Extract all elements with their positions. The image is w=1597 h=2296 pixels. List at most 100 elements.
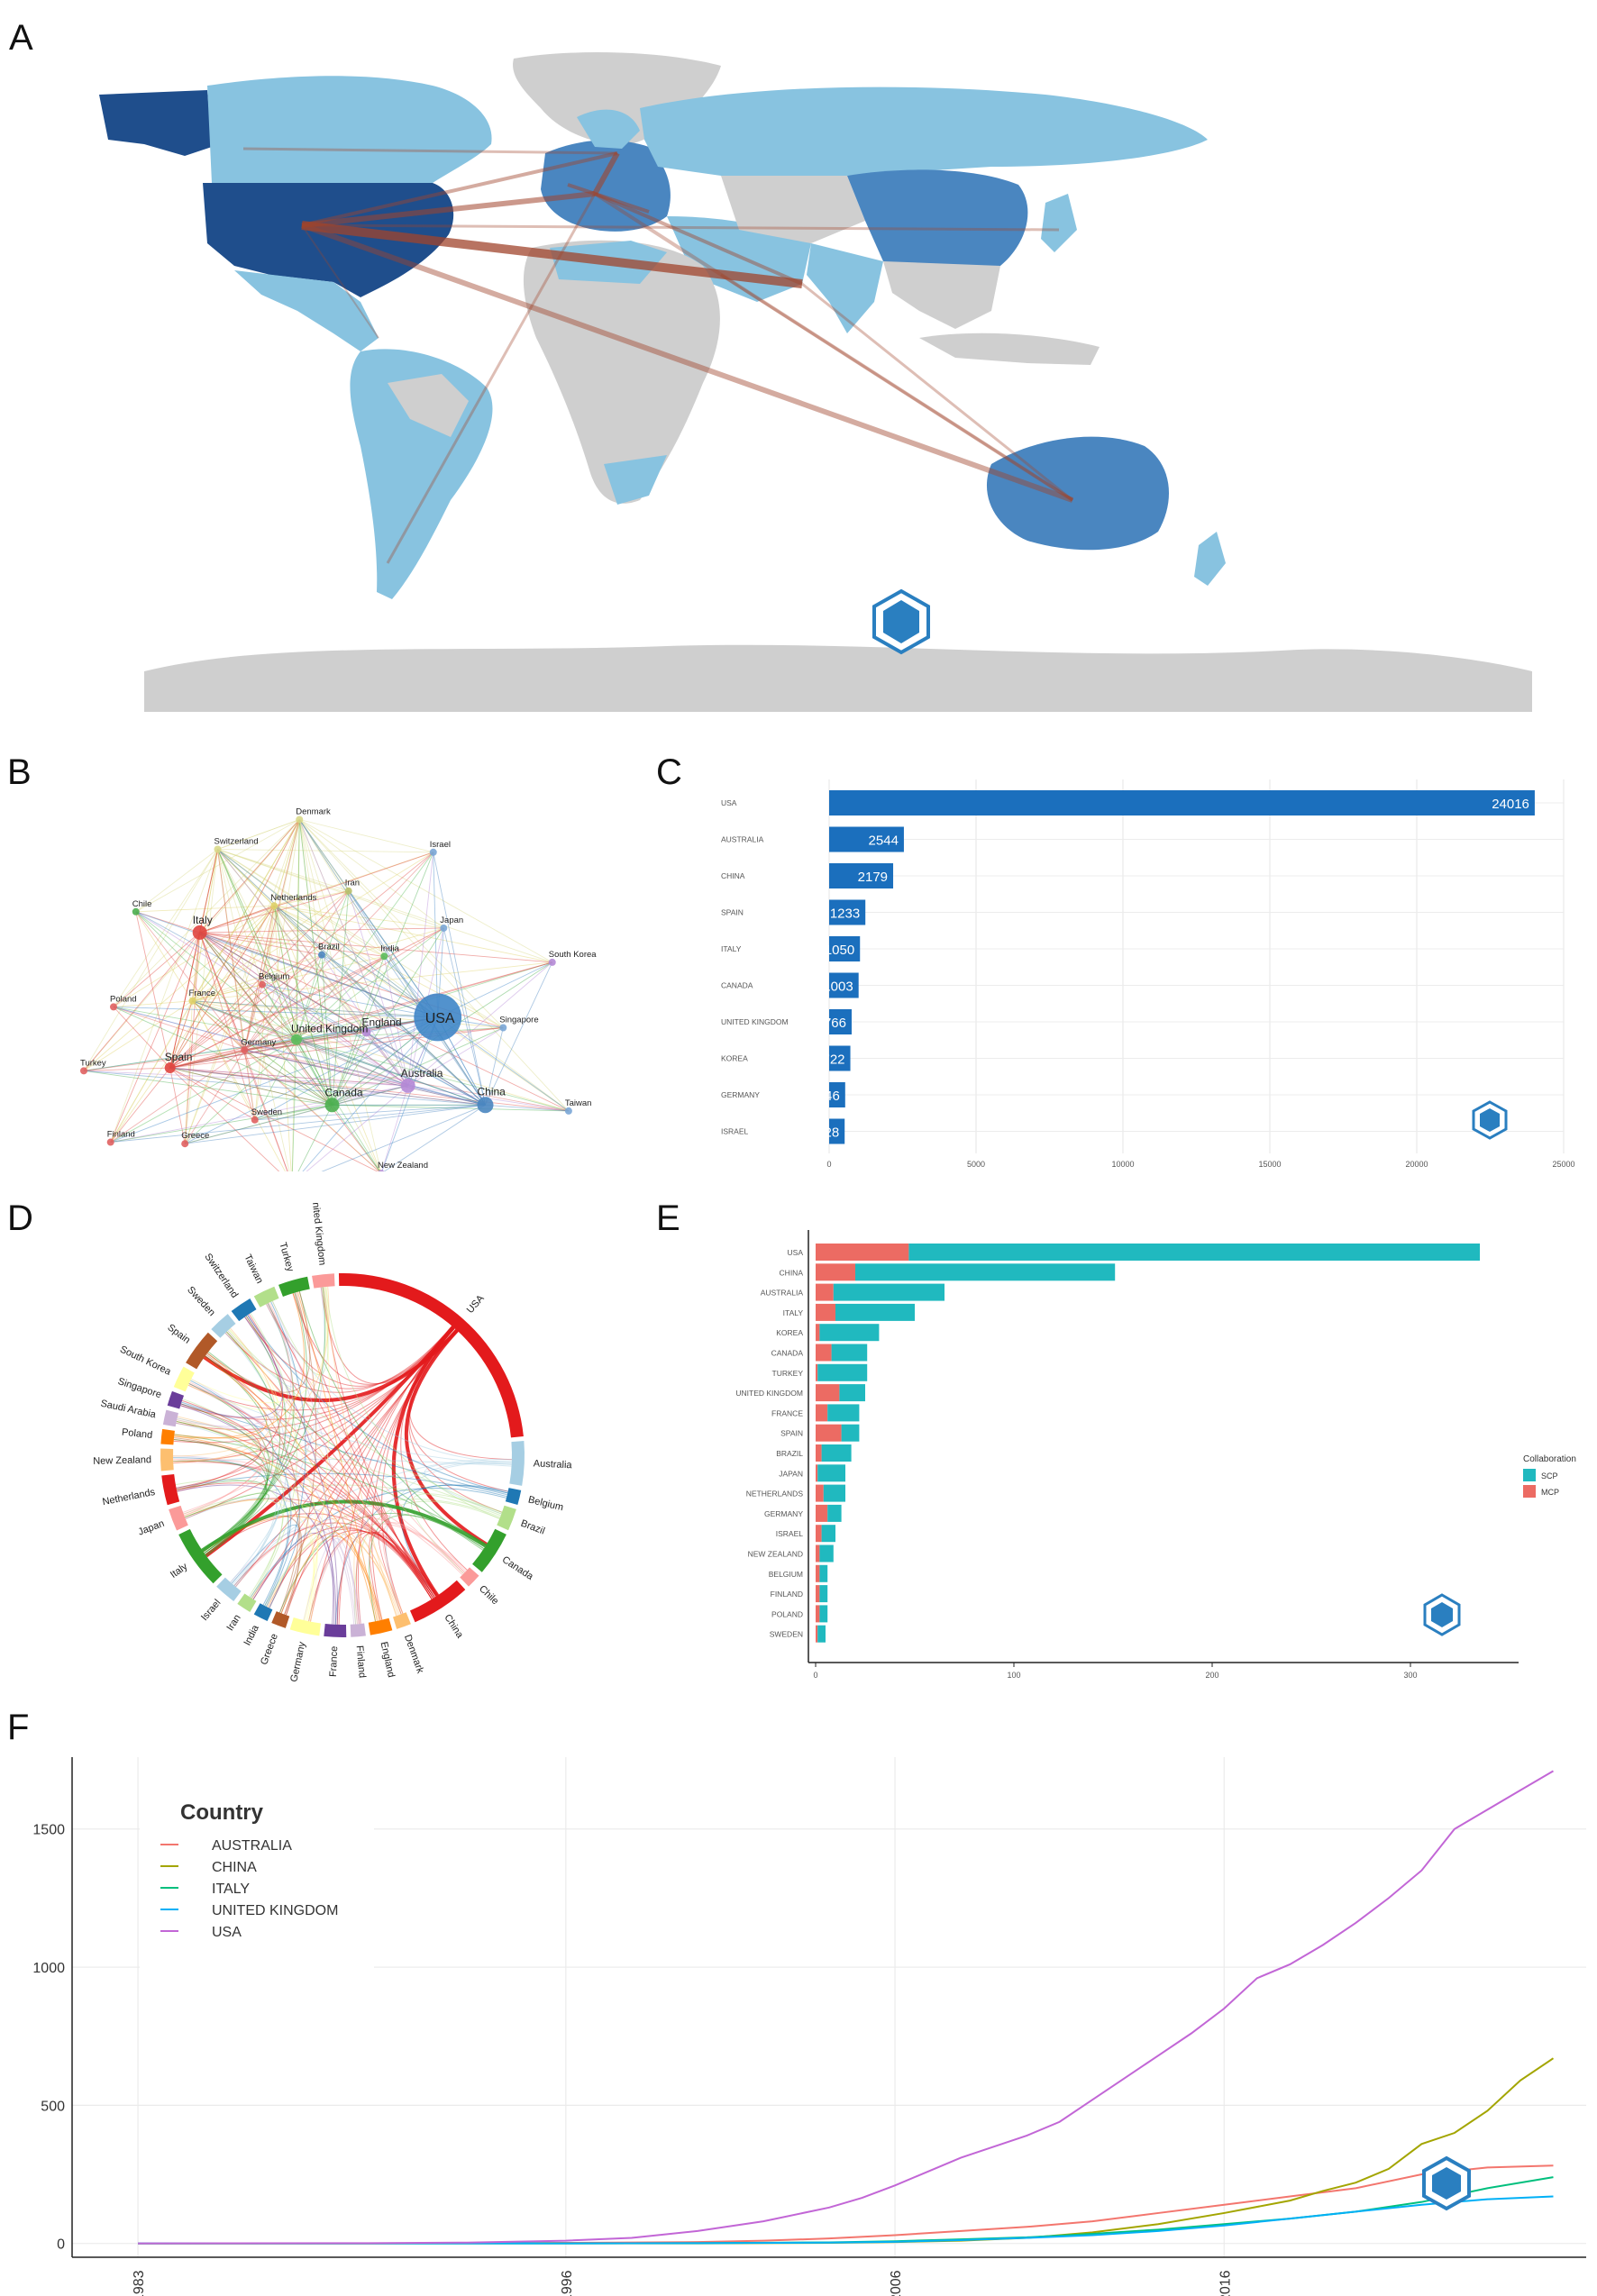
- network-edge: [217, 849, 349, 892]
- chord-link: [173, 1458, 512, 1467]
- network-node-label: Spain: [165, 1051, 193, 1063]
- chord-segment: [231, 1298, 257, 1322]
- chord-segment-label: Israel: [199, 1598, 224, 1623]
- bar-value-label: 528: [817, 1125, 839, 1141]
- network-edge: [366, 1032, 486, 1106]
- network-edge: [274, 905, 552, 963]
- network-node: [324, 1098, 340, 1113]
- chord-link: [183, 1381, 266, 1515]
- chord-link: [269, 1328, 457, 1608]
- network-edge: [217, 849, 409, 1087]
- network-edge: [192, 1000, 297, 1041]
- network-edge: [273, 906, 333, 1106]
- network-edge: [110, 849, 218, 1143]
- network-edge: [217, 849, 323, 955]
- chord-link: [265, 1532, 399, 1616]
- network-edge: [383, 1104, 486, 1171]
- chord-link: [181, 1401, 507, 1496]
- legend-title: Country: [180, 1800, 264, 1825]
- network-edge: [83, 1016, 438, 1071]
- network-edge: [332, 1085, 408, 1106]
- category-label: POLAND: [771, 1609, 803, 1618]
- network-edge: [110, 1067, 171, 1143]
- network-edge: [199, 819, 300, 934]
- network-edge: [273, 906, 297, 1040]
- chord-link: [280, 1292, 317, 1614]
- network-edge: [135, 911, 408, 1087]
- bar-value-label: 2179: [858, 870, 888, 885]
- map-region-south-america-grey: [388, 374, 469, 437]
- network-edge: [135, 911, 486, 1106]
- bar-segment-scp: [855, 1263, 1116, 1281]
- network-edge: [199, 932, 486, 1106]
- network-edge: [217, 849, 367, 1033]
- map-region-central-america: [234, 270, 379, 351]
- bar-segment-mcp: [816, 1444, 822, 1462]
- chord-link: [385, 1462, 512, 1615]
- chord-link: [184, 1498, 435, 1599]
- category-label: BELGIUM: [769, 1570, 803, 1579]
- chord-link: [250, 1312, 297, 1599]
- chord-link: [173, 1460, 433, 1600]
- network-edge: [296, 1039, 333, 1106]
- chord-segment: [271, 1611, 290, 1628]
- chord-link: [188, 1383, 270, 1553]
- chord-segment-label: USA: [465, 1293, 487, 1316]
- chord-link: [184, 1492, 269, 1554]
- network-edge: [273, 905, 438, 1018]
- network-edge: [273, 819, 300, 907]
- network-edge: [298, 819, 333, 1106]
- watermark-logo: [1422, 2155, 1471, 2211]
- category-label: JAPAN: [779, 1469, 803, 1478]
- chord-link: [235, 1516, 468, 1588]
- chord-link: [202, 1287, 326, 1551]
- network-edge: [83, 1000, 193, 1071]
- map-link: [301, 223, 1060, 232]
- network-edge: [332, 1104, 569, 1112]
- bar-segment-mcp: [816, 1344, 832, 1362]
- chord-link: [177, 1484, 335, 1625]
- y-tick-label: 1500: [32, 1823, 65, 1838]
- category-label: CHINA: [721, 871, 745, 880]
- chord-segment: [160, 1448, 174, 1471]
- bar-segment-scp: [839, 1384, 865, 1402]
- network-edge: [274, 890, 349, 907]
- chord-link: [204, 1515, 303, 1615]
- network-edge: [273, 905, 409, 1087]
- bar-segment-scp: [835, 1303, 915, 1321]
- chord-link: [309, 1523, 467, 1622]
- bar-segment-scp: [823, 1484, 845, 1502]
- chord-link: [353, 1536, 397, 1625]
- network-edge: [243, 1049, 333, 1106]
- chord-link: [267, 1534, 318, 1621]
- chord-link: [324, 1287, 397, 1617]
- series-line: [138, 1770, 1554, 2245]
- chord-segment-label: Australia: [534, 1458, 573, 1471]
- chord-link: [205, 1513, 437, 1597]
- network-edge: [169, 1067, 333, 1106]
- network-edge: [217, 849, 438, 1018]
- map-link: [301, 191, 596, 228]
- chord-link: [382, 1522, 466, 1614]
- chord-link: [175, 1479, 283, 1598]
- network-edge: [192, 849, 218, 1001]
- network-edge: [169, 932, 201, 1069]
- network-edge: [169, 849, 218, 1069]
- network-edge: [113, 1006, 408, 1087]
- chord-link: [378, 1529, 435, 1615]
- bar: [829, 863, 894, 888]
- bar: [829, 790, 1535, 815]
- bar-segment-scp: [833, 1283, 945, 1301]
- network-edge: [110, 1085, 408, 1143]
- network-edge: [273, 906, 297, 1040]
- bar-value-label: 1050: [825, 943, 854, 958]
- network-edge: [83, 1049, 245, 1071]
- x-tick-label: 10000: [1111, 1160, 1134, 1169]
- category-label: ISRAEL: [721, 1127, 749, 1136]
- network-edge: [192, 905, 275, 1002]
- x-tick-label: 20000: [1405, 1160, 1428, 1169]
- category-label: GERMANY: [721, 1090, 760, 1099]
- network-edge: [254, 819, 300, 1120]
- bar-value-label: 24016: [1492, 797, 1529, 812]
